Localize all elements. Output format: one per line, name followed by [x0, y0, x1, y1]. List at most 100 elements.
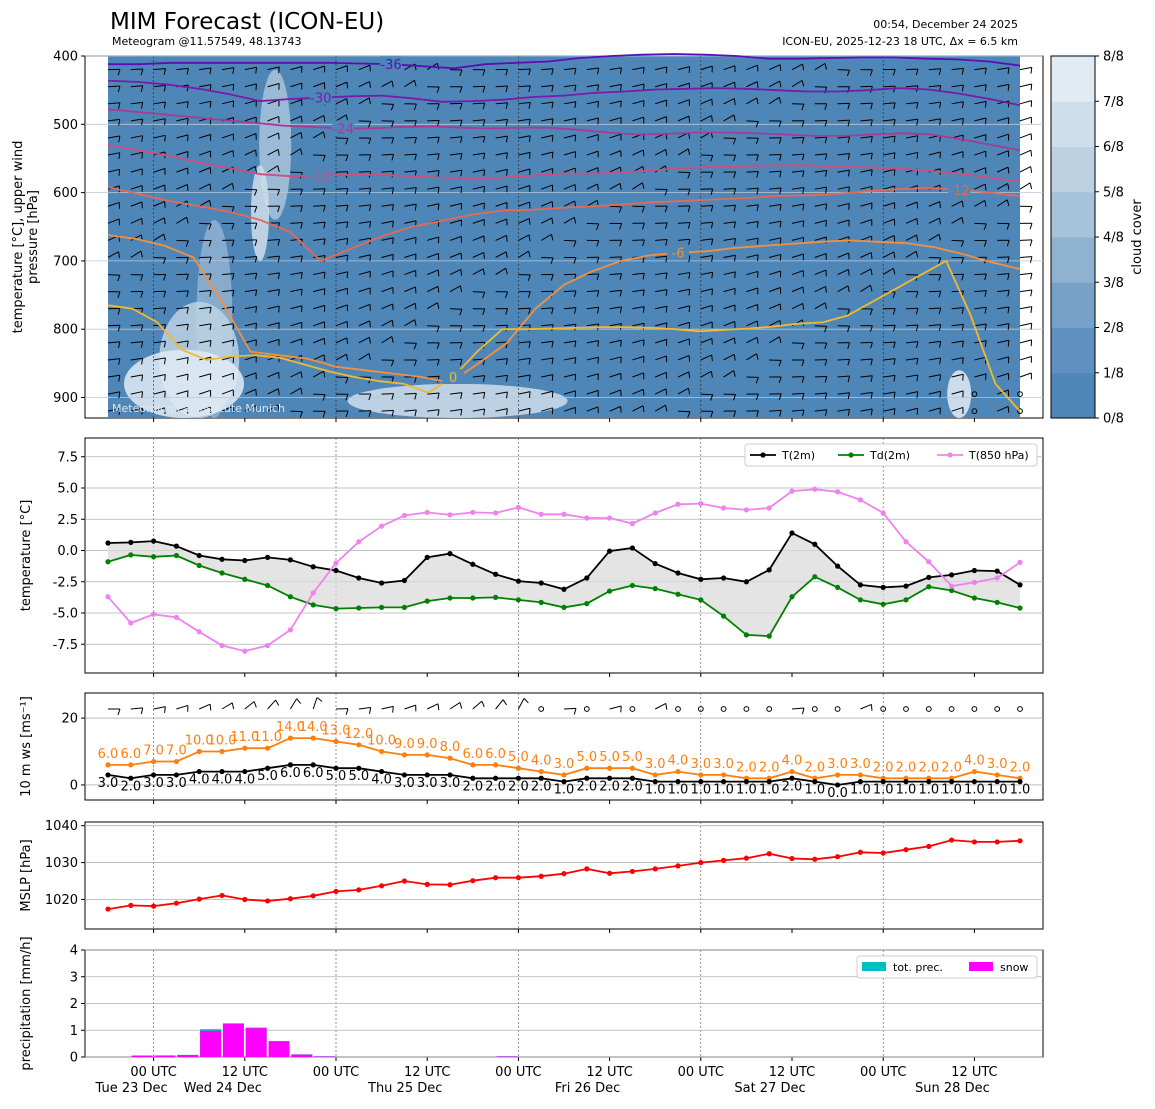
wind-data-label: 3.0	[166, 776, 187, 791]
surface-wind-barb	[450, 702, 460, 709]
surface-wind-barb	[199, 704, 210, 709]
mslp-point	[539, 874, 544, 879]
wind-data-label: 2.0	[462, 779, 483, 794]
wind-barb	[1020, 373, 1031, 377]
td2m-point	[903, 597, 908, 602]
gust-point	[447, 756, 452, 761]
wind-data-label: 2.0	[508, 779, 529, 794]
t2m-point	[539, 580, 544, 585]
t2m-point	[151, 539, 156, 544]
wind-data-label: 2.0	[759, 760, 780, 775]
wind-barb-flag	[256, 150, 257, 156]
wind-barb-flag	[598, 357, 599, 363]
wind-barb	[1020, 323, 1032, 326]
colorbar-segment	[1051, 101, 1095, 147]
wind-barb-flag	[643, 150, 644, 156]
wind-barb	[1020, 150, 1031, 155]
wind-barb	[131, 69, 143, 70]
wind-barb	[382, 154, 394, 155]
wind-data-label: 2.0	[120, 779, 141, 794]
t2m-point	[379, 580, 384, 585]
wind-barb	[860, 342, 872, 343]
isotherm-label: -18	[310, 170, 331, 185]
surface-wind-barb	[904, 707, 909, 712]
wind-barb-flag	[256, 389, 257, 395]
mslp-point	[470, 878, 475, 883]
wind-barb	[724, 189, 736, 190]
wind-data-label: 5.0	[622, 750, 643, 765]
surface-wind-barb	[744, 707, 749, 712]
legend-entry: snow	[1000, 961, 1028, 974]
timestamp: 00:54, December 24 2025	[873, 18, 1018, 31]
surface-wind-barb-flag	[297, 699, 301, 704]
wind-barb	[336, 377, 348, 378]
wind-data-label: 4.0	[234, 773, 255, 788]
t850-point	[744, 507, 749, 512]
wind-data-label: 9.0	[417, 737, 438, 752]
td2m-point	[470, 595, 475, 600]
surface-wind-barb	[792, 708, 804, 709]
wind-data-label: 1.0	[987, 783, 1008, 798]
t2m-point	[219, 557, 224, 562]
surface-wind-barb	[949, 707, 954, 712]
mslp-point	[242, 897, 247, 902]
gust-point	[356, 742, 361, 747]
wind-barb	[1020, 167, 1031, 173]
gust-point	[653, 772, 658, 777]
td2m-point	[105, 559, 110, 564]
gust-point	[789, 769, 794, 774]
time-tick-label: 12 UTC	[404, 1065, 450, 1080]
wind-data-label: 5.0	[599, 750, 620, 765]
wind-data-label: 10.0	[367, 734, 396, 749]
surface-wind-barb-flag	[666, 703, 667, 709]
surface-wind-barb	[630, 707, 635, 712]
section-ytick-label: 900	[53, 391, 78, 406]
gust-point	[219, 749, 224, 754]
wind-barb-flag	[917, 219, 918, 225]
t2m-point	[356, 575, 361, 580]
wind-barb-flag	[165, 135, 166, 141]
surface-wind-barb	[222, 703, 232, 709]
wind-barb-flag	[552, 391, 553, 397]
wind-barb	[815, 326, 827, 327]
section-ytick-label: 700	[53, 254, 78, 269]
wind-barb-flag	[735, 272, 736, 278]
gust-point	[174, 759, 179, 764]
wind-barb-flag	[917, 152, 918, 158]
wind-barb-flag	[552, 202, 553, 208]
surface-wind-barb	[359, 708, 371, 709]
t2m-point	[789, 530, 794, 535]
wind-barb-flag	[940, 391, 941, 397]
surface-wind-barb	[676, 707, 681, 712]
mslp-point	[858, 850, 863, 855]
surface-wind-barb-flag	[165, 707, 166, 713]
mslp-point	[675, 863, 680, 868]
mslp-point	[402, 878, 407, 883]
gust-point	[584, 766, 589, 771]
gust-point	[835, 772, 840, 777]
isotherm-label: 0	[449, 371, 457, 386]
t850-point	[379, 524, 384, 529]
t2m-point	[858, 582, 863, 587]
mslp-point	[744, 856, 749, 861]
time-tick-label: 00 UTC	[130, 1065, 176, 1080]
t850-point	[584, 515, 589, 520]
wind-data-label: 2.0	[599, 779, 620, 794]
legend-entry: T(2m)	[781, 449, 815, 462]
gust-point	[972, 769, 977, 774]
mslp-point	[219, 893, 224, 898]
surface-wind-barb-flag	[438, 704, 439, 710]
wind-data-label: 6.0	[280, 766, 301, 781]
wind-barb-flag	[1031, 307, 1032, 313]
colorbar-tick-label: 5/8	[1103, 185, 1124, 200]
chart-title: MIM Forecast (ICON-EU)	[110, 9, 384, 35]
wind-barb	[108, 275, 120, 276]
mslp-point	[128, 903, 133, 908]
legend-entry: tot. prec.	[893, 961, 943, 974]
wind-barb-flag	[529, 219, 530, 225]
wind-barb	[815, 376, 827, 377]
wind-data-label: 1.0	[850, 783, 871, 798]
gust-point	[858, 772, 863, 777]
mslp-point	[698, 860, 703, 865]
wind-barb-flag	[142, 392, 143, 398]
